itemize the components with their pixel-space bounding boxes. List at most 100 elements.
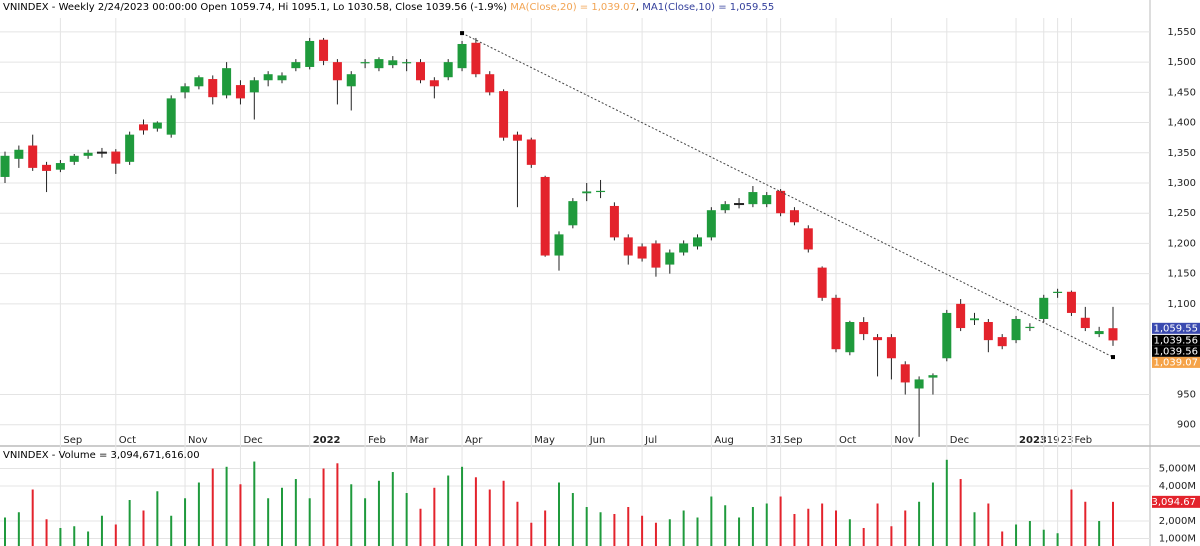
candle-body: [554, 234, 564, 256]
candle-body: [1094, 331, 1104, 335]
volume-bar: [724, 505, 727, 546]
candle-body: [1053, 291, 1063, 293]
volume-bar: [751, 507, 754, 546]
candle-body: [540, 176, 550, 256]
volume-bar: [197, 482, 200, 546]
volume-bar: [405, 493, 408, 546]
candle-body: [983, 322, 993, 341]
candle-body: [346, 74, 356, 87]
volume-bar: [558, 482, 560, 546]
ma20-label: MA(Close,20) = 1,039.07: [510, 2, 636, 13]
candle-body: [152, 122, 162, 129]
x-tick-label: Dec: [950, 435, 969, 446]
volume-bar: [682, 510, 685, 546]
x-tick-label: 19: [1047, 435, 1060, 446]
candle-body: [277, 75, 287, 81]
volume-bar: [1001, 531, 1004, 546]
x-tick-label: Mar: [410, 435, 430, 446]
x-tick-label: 2022: [313, 435, 341, 446]
y-tick-label: 950: [1177, 390, 1196, 401]
volume-bar: [308, 498, 311, 546]
volume-bar: [654, 522, 657, 546]
candle-body: [332, 62, 342, 81]
volume-bar: [31, 489, 34, 546]
candle-body: [360, 62, 370, 64]
candle-body: [443, 62, 453, 78]
candle-body: [194, 77, 204, 87]
candle-body: [914, 379, 924, 389]
x-tick-label: 23: [1061, 435, 1074, 446]
x-tick-label: Nov: [188, 435, 208, 446]
candle-body: [734, 203, 745, 206]
volume-bar: [1084, 501, 1087, 546]
volume-bar: [668, 519, 671, 546]
candle-body: [14, 149, 24, 159]
candle-body: [596, 190, 606, 193]
volume-bar: [87, 531, 90, 546]
candle-body: [69, 155, 79, 162]
volume-bar: [267, 498, 270, 546]
candle-body: [762, 195, 772, 205]
volume-bar: [59, 527, 62, 546]
y-tick-label: 1,550: [1167, 27, 1196, 38]
candle-body: [222, 68, 232, 96]
candle-body: [817, 267, 827, 298]
x-tick-label: Sep: [63, 435, 82, 446]
volume-bar: [1028, 520, 1031, 546]
candle-body: [249, 80, 259, 93]
volume-header: VNINDEX - Volume = 3,094,671,616.00: [3, 450, 200, 461]
candle-body: [512, 134, 522, 141]
volume-bar: [322, 468, 325, 546]
volume-badge: [1152, 495, 1200, 508]
candle-body: [637, 246, 647, 259]
volume-bar: [862, 527, 865, 546]
x-tick-label: Jul: [644, 435, 657, 446]
volume-bar: [253, 461, 256, 546]
candle-body: [845, 322, 855, 353]
candle-body: [679, 243, 689, 253]
price-badge: [1152, 322, 1200, 334]
volume-bar: [613, 514, 616, 546]
candle-body: [374, 59, 384, 69]
price-badge: [1152, 356, 1200, 368]
volume-bar: [391, 472, 394, 546]
y-tick-label: 1,200: [1167, 238, 1196, 249]
candle-body: [319, 39, 329, 61]
y-tick-label: 1,100: [1167, 299, 1196, 310]
volume-bar: [599, 512, 602, 546]
y-tick-label: 1,250: [1167, 208, 1196, 219]
candle-body: [900, 364, 910, 383]
candle-body: [55, 163, 65, 170]
candle-body: [1039, 297, 1049, 319]
x-tick-label: Feb: [368, 435, 386, 446]
volume-bar: [128, 500, 131, 546]
candle-body: [997, 337, 1007, 347]
volume-bar: [239, 484, 242, 546]
candle-body: [568, 201, 578, 226]
x-tick-label: Aug: [714, 435, 734, 446]
candle-body: [485, 74, 495, 93]
candle-body: [416, 62, 425, 81]
volume-bar: [973, 512, 976, 546]
y-tick-label: 1,350: [1167, 148, 1196, 159]
price-header: VNINDEX - Weekly 2/24/2023 00:00:00 Open…: [3, 2, 775, 13]
candle-body: [235, 85, 245, 99]
volume-bar: [835, 510, 837, 546]
volume-bar: [225, 466, 228, 546]
volume-bar: [73, 526, 76, 546]
price-badge-label: 1,039.56: [1153, 335, 1198, 346]
volume-bar: [474, 477, 477, 546]
price-badge-label: 1,059.55: [1153, 323, 1198, 334]
volume-bar: [959, 479, 962, 546]
candle-body: [42, 164, 52, 171]
y-tick-label: 900: [1177, 420, 1196, 431]
price-badge-label: 1,039.56: [1153, 346, 1198, 357]
candle-body: [609, 205, 619, 238]
volume-bar: [433, 487, 436, 546]
volume-bar: [876, 503, 879, 546]
candle-body: [139, 124, 148, 131]
candle-body: [928, 375, 938, 378]
volume-bar: [516, 501, 519, 546]
